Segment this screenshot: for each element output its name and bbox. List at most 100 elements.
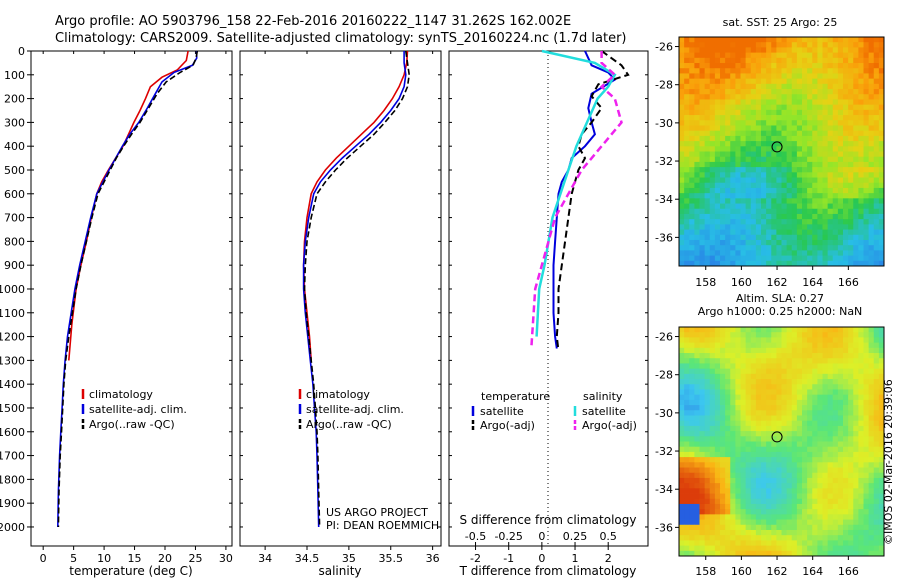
- map-y-tick-label: -30: [655, 117, 673, 130]
- heatmap-cell: [848, 503, 854, 510]
- heatmap-cell: [812, 198, 818, 204]
- heatmap-cell: [689, 498, 695, 505]
- heatmap-cell: [699, 384, 706, 390]
- heatmap-cell: [868, 229, 875, 236]
- heatmap-cell: [694, 488, 700, 494]
- heatmap-cell: [766, 219, 772, 225]
- heatmap-cell: [817, 63, 823, 69]
- heatmap-cell: [740, 420, 747, 427]
- heatmap-cell: [812, 68, 818, 74]
- heatmap-cell: [714, 187, 721, 194]
- heatmap-cell: [740, 234, 747, 241]
- heatmap-cell: [735, 187, 741, 194]
- heatmap-cell: [735, 135, 741, 142]
- heatmap-cell: [786, 410, 793, 416]
- heatmap-cell: [755, 483, 762, 489]
- heatmap-cell: [704, 42, 711, 48]
- heatmap-cell: [878, 436, 884, 442]
- heatmap-cell: [730, 493, 736, 500]
- heatmap-cell: [771, 234, 777, 241]
- heatmap-cell: [730, 431, 736, 437]
- heatmap-cell: [694, 99, 700, 106]
- heatmap-cell: [709, 441, 716, 448]
- heatmap-cell: [802, 250, 808, 256]
- heatmap-cell: [853, 545, 859, 552]
- heatmap-cell: [720, 405, 726, 411]
- heatmap-cell: [796, 135, 803, 142]
- heatmap-cell: [679, 451, 685, 458]
- heatmap-cell: [812, 120, 818, 126]
- heatmap-cell: [827, 457, 834, 463]
- heatmap-cell: [807, 219, 813, 225]
- heatmap-cell: [730, 146, 736, 152]
- heatmap-cell: [878, 451, 884, 458]
- heatmap-cell: [730, 250, 736, 256]
- heatmap-cell: [725, 519, 731, 526]
- heatmap-cell: [720, 384, 726, 390]
- heatmap-cell: [812, 353, 818, 359]
- heatmap-cell: [812, 358, 818, 364]
- heatmap-cell: [730, 545, 736, 552]
- heatmap-cell: [766, 37, 772, 43]
- heatmap-cell: [776, 498, 782, 505]
- heatmap-cell: [781, 151, 788, 158]
- heatmap-cell: [878, 83, 884, 90]
- heatmap-cell: [878, 488, 884, 494]
- heatmap-cell: [684, 151, 690, 158]
- heatmap-cell: [699, 451, 706, 458]
- heatmap-cell: [714, 224, 721, 230]
- heatmap-cell: [868, 394, 875, 401]
- heatmap-cell: [812, 245, 818, 251]
- heatmap-cell: [745, 373, 752, 380]
- heatmap-cell: [827, 141, 834, 147]
- heatmap-cell: [812, 260, 818, 266]
- heatmap-cell: [873, 135, 880, 142]
- heatmap-cell: [709, 167, 716, 173]
- heatmap-cell: [873, 130, 880, 137]
- heatmap-cell: [730, 384, 736, 390]
- heatmap-cell: [873, 245, 880, 251]
- heatmap-cell: [679, 410, 685, 416]
- heatmap-cell: [771, 83, 777, 90]
- heatmap-cell: [684, 42, 690, 48]
- heatmap-cell: [827, 182, 834, 189]
- heatmap-cell: [858, 446, 864, 453]
- heatmap-cell: [832, 488, 839, 494]
- heatmap-cell: [755, 363, 762, 370]
- heatmap-cell: [720, 115, 726, 121]
- heatmap-cell: [689, 436, 695, 442]
- map-x-tick-label: 164: [802, 565, 823, 578]
- heatmap-cell: [802, 167, 808, 173]
- heatmap-cell: [684, 503, 690, 510]
- heatmap-cell: [858, 167, 864, 173]
- heatmap-cell: [766, 234, 772, 241]
- heatmap-cell: [709, 431, 716, 437]
- heatmap-cell: [771, 146, 777, 152]
- temperature-xlabel: temperature (deg C): [69, 564, 192, 578]
- heatmap-cell: [730, 109, 736, 116]
- heatmap-cell: [858, 509, 864, 515]
- heatmap-cell: [730, 167, 736, 173]
- heatmap-cell: [868, 47, 875, 54]
- heatmap-cell: [832, 130, 839, 137]
- heatmap-cell: [704, 135, 711, 142]
- heatmap-cell: [812, 332, 818, 338]
- heatmap-cell: [781, 477, 788, 484]
- heatmap-cell: [684, 347, 690, 354]
- heatmap-cell: [878, 187, 884, 194]
- heatmap-cell: [745, 167, 752, 173]
- heatmap-cell: [868, 68, 875, 74]
- heatmap-cell: [827, 493, 834, 500]
- heatmap-cell: [807, 239, 813, 246]
- heatmap-cell: [863, 161, 870, 168]
- heatmap-cell: [812, 239, 818, 246]
- heatmap-cell: [786, 550, 793, 556]
- heatmap-cell: [786, 115, 793, 121]
- heatmap-cell: [832, 493, 839, 500]
- heatmap-cell: [868, 332, 875, 338]
- heatmap-cell: [827, 219, 834, 225]
- heatmap-cell: [740, 125, 747, 132]
- heatmap-cell: [868, 151, 875, 158]
- heatmap-cell: [730, 519, 736, 526]
